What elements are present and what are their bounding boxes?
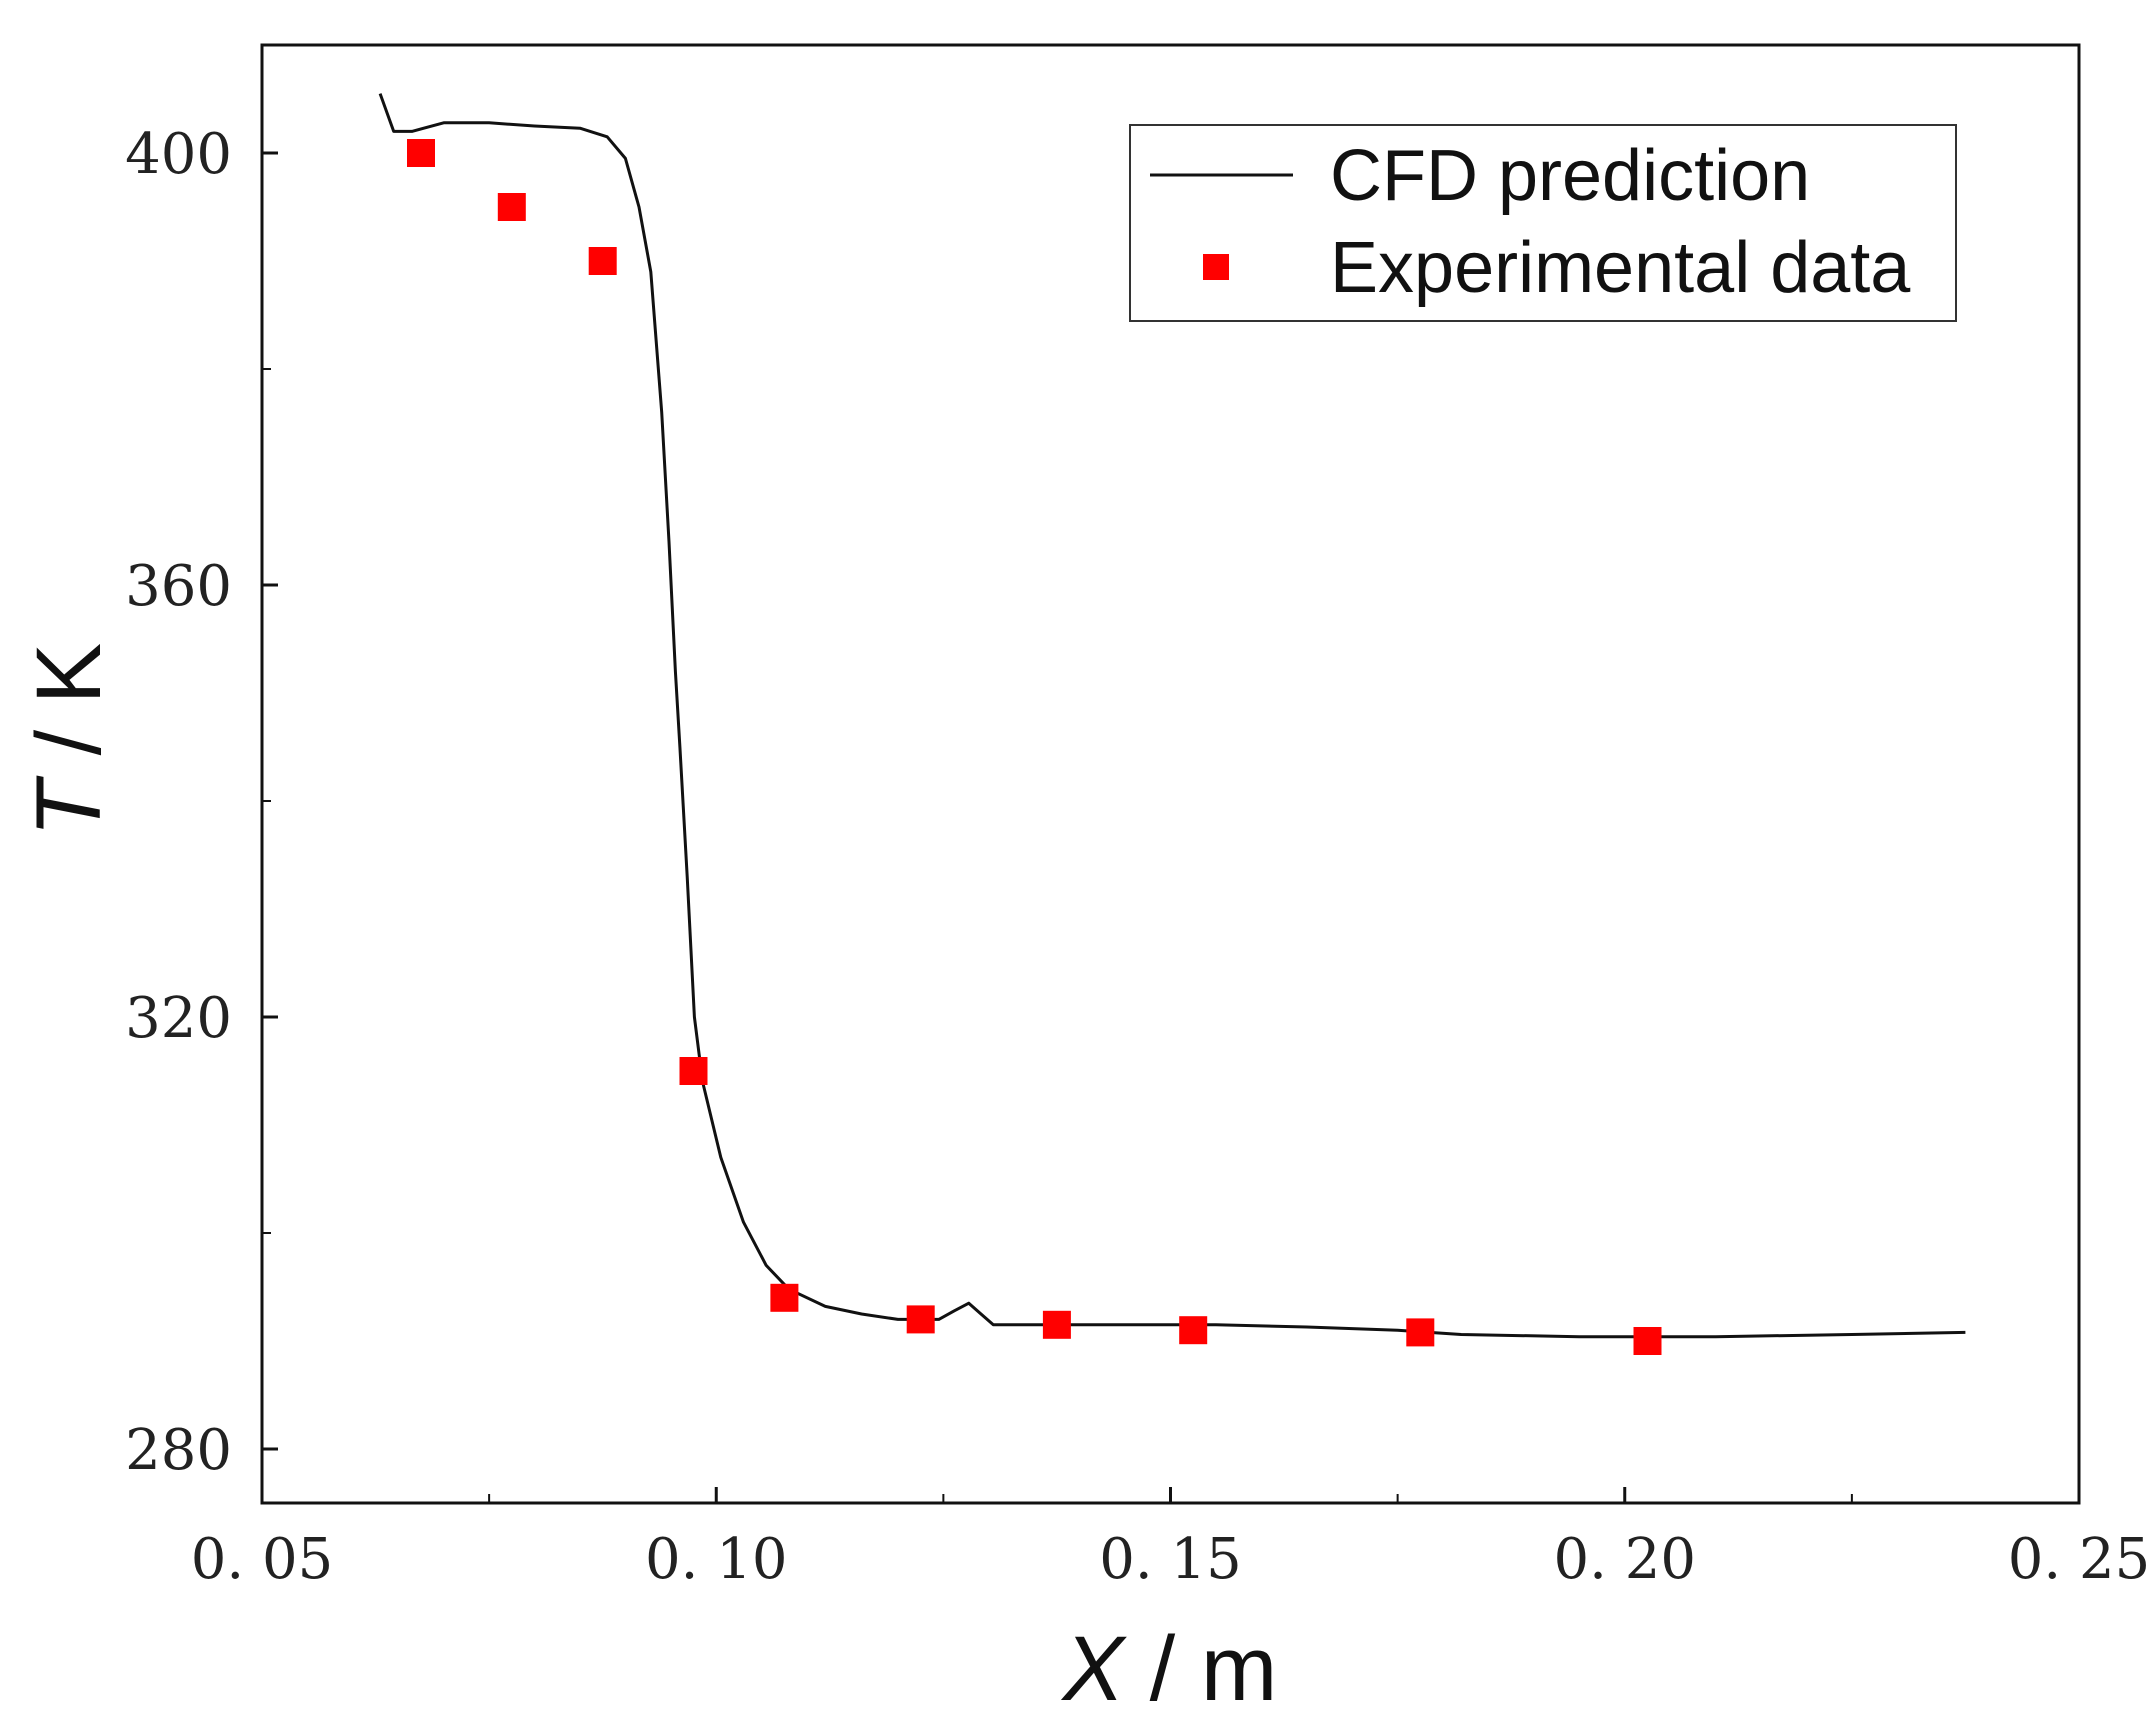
legend-box: [1129, 124, 1957, 322]
x-tick-label: 0. 10: [645, 1527, 788, 1592]
experimental-point: [407, 139, 435, 167]
cfd-prediction-line: [378, 93, 1966, 1339]
experimental-point: [497, 193, 526, 221]
y-tick-label: 320: [125, 986, 232, 1051]
y-axis-unit: / K: [18, 643, 120, 781]
legend: CFD prediction Experimental data: [1129, 124, 1957, 322]
x-axis-title: X / m: [1061, 1618, 1278, 1720]
x-tick-label: 0. 25: [2008, 1527, 2150, 1592]
x-tick-label: 0. 05: [191, 1527, 334, 1592]
experimental-point: [1042, 1310, 1071, 1339]
experimental-point: [679, 1057, 708, 1085]
x-axis-unit: / m: [1124, 1618, 1277, 1720]
x-tick-label: 0. 20: [1554, 1527, 1697, 1592]
experimental-point: [1179, 1316, 1208, 1345]
y-tick-label: 280: [125, 1418, 232, 1483]
legend-label-experimental: Experimental data: [1330, 228, 1911, 308]
experimental-point: [1633, 1327, 1662, 1355]
experimental-point: [770, 1283, 799, 1312]
y-axis-variable: T: [18, 775, 120, 837]
legend-label-cfd: CFD prediction: [1330, 136, 1810, 216]
experimental-point: [588, 247, 617, 275]
y-axis-title: T / K: [18, 643, 120, 837]
legend-marker-swatch: [1203, 254, 1229, 280]
y-tick-label: 360: [125, 554, 232, 619]
series-layer: [378, 93, 1966, 1355]
x-axis-variable: X: [1061, 1618, 1128, 1720]
experimental-point: [1406, 1318, 1435, 1347]
tick-labels: 0. 05 0. 10 0. 15 0. 20 0. 25 280 320 360 400: [125, 122, 2150, 1592]
x-tick-label: 0. 15: [1099, 1527, 1242, 1592]
y-tick-label: 400: [125, 122, 232, 187]
ticks-layer: [260, 151, 2081, 1503]
experimental-point: [906, 1305, 935, 1334]
